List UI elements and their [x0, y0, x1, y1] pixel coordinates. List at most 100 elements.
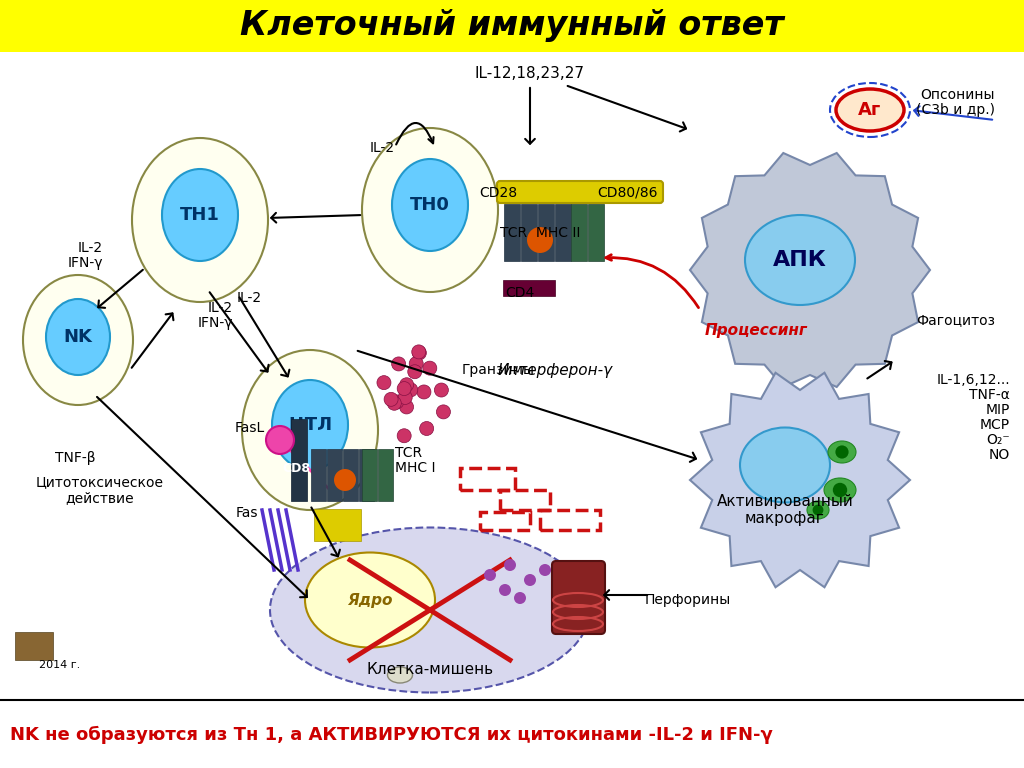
Circle shape	[434, 383, 449, 397]
Text: IL-2: IL-2	[78, 241, 103, 255]
Ellipse shape	[740, 428, 830, 502]
Ellipse shape	[824, 478, 856, 502]
FancyBboxPatch shape	[588, 204, 604, 261]
Ellipse shape	[272, 380, 348, 470]
Text: Перфорины: Перфорины	[645, 593, 731, 607]
Text: Аг: Аг	[858, 101, 882, 119]
Text: Опсонины: Опсонины	[921, 88, 995, 102]
Circle shape	[484, 569, 496, 581]
Text: IL-12,18,23,27: IL-12,18,23,27	[475, 65, 585, 81]
FancyBboxPatch shape	[311, 449, 326, 501]
Text: CD8: CD8	[282, 462, 310, 475]
Circle shape	[397, 429, 412, 442]
Ellipse shape	[305, 552, 435, 647]
Circle shape	[412, 345, 426, 359]
Text: NK не образуются из Тн 1, а АКТИВИРУЮТСЯ их цитокинами -IL-2 и IFN-γ: NK не образуются из Тн 1, а АКТИВИРУЮТСЯ…	[10, 726, 773, 744]
FancyBboxPatch shape	[497, 181, 663, 203]
Text: TCR: TCR	[395, 446, 422, 460]
Circle shape	[384, 392, 398, 406]
Ellipse shape	[362, 128, 498, 292]
FancyBboxPatch shape	[359, 449, 374, 501]
Ellipse shape	[132, 138, 268, 302]
Text: FasL: FasL	[234, 421, 265, 435]
Text: CD4: CD4	[506, 286, 535, 300]
Ellipse shape	[392, 159, 468, 251]
Ellipse shape	[270, 528, 590, 693]
Text: CD80/86: CD80/86	[597, 186, 657, 200]
Ellipse shape	[828, 441, 856, 463]
Text: Интерферон-γ: Интерферон-γ	[498, 362, 612, 378]
Text: Клетка-мишень: Клетка-мишень	[367, 663, 494, 677]
FancyBboxPatch shape	[555, 204, 571, 261]
Text: TН1: TН1	[180, 206, 220, 224]
Circle shape	[398, 390, 413, 405]
Circle shape	[399, 400, 414, 414]
Circle shape	[391, 357, 406, 371]
Text: ЦТЛ: ЦТЛ	[288, 416, 332, 434]
Circle shape	[334, 469, 356, 491]
Text: IFN-γ: IFN-γ	[198, 316, 233, 330]
Circle shape	[813, 505, 823, 515]
Circle shape	[408, 365, 422, 379]
FancyBboxPatch shape	[343, 449, 358, 501]
Circle shape	[836, 445, 849, 458]
Text: TCR  MHC II: TCR MHC II	[500, 226, 581, 240]
Text: IL-1,6,12...: IL-1,6,12...	[936, 373, 1010, 387]
Ellipse shape	[23, 275, 133, 405]
Ellipse shape	[162, 169, 238, 261]
Circle shape	[410, 356, 423, 371]
Text: Процессинг: Процессинг	[705, 323, 808, 337]
Text: IFN-γ: IFN-γ	[68, 256, 103, 270]
Text: NK: NK	[63, 328, 92, 346]
Ellipse shape	[836, 89, 904, 131]
Circle shape	[833, 483, 847, 497]
FancyBboxPatch shape	[503, 280, 555, 296]
Text: Фагоцитоз: Фагоцитоз	[916, 313, 995, 327]
FancyBboxPatch shape	[571, 204, 587, 261]
Text: Клеточный иммунный ответ: Клеточный иммунный ответ	[240, 9, 784, 42]
Text: IL-2: IL-2	[237, 291, 262, 305]
Circle shape	[266, 426, 294, 454]
Text: MHC I: MHC I	[395, 461, 435, 475]
Text: IL-2: IL-2	[370, 141, 395, 155]
Text: Ядро: Ядро	[347, 592, 393, 607]
FancyBboxPatch shape	[327, 449, 342, 501]
Ellipse shape	[745, 215, 855, 305]
Circle shape	[397, 382, 412, 396]
FancyBboxPatch shape	[521, 204, 537, 261]
Circle shape	[539, 564, 551, 576]
FancyBboxPatch shape	[314, 509, 361, 541]
Ellipse shape	[807, 501, 829, 519]
Circle shape	[420, 422, 433, 435]
FancyBboxPatch shape	[362, 449, 377, 501]
Text: CD28: CD28	[479, 186, 517, 200]
Text: Цитотоксическое
действие: Цитотоксическое действие	[36, 475, 164, 505]
Ellipse shape	[242, 350, 378, 510]
FancyBboxPatch shape	[504, 204, 520, 261]
Circle shape	[403, 383, 418, 397]
Bar	[0, 0, 1024, 52]
Circle shape	[423, 361, 437, 375]
FancyBboxPatch shape	[378, 449, 393, 501]
Circle shape	[377, 376, 391, 389]
Circle shape	[417, 385, 431, 399]
Ellipse shape	[46, 299, 110, 375]
Text: O₂⁻: O₂⁻	[986, 433, 1010, 447]
Text: IL-2: IL-2	[208, 301, 233, 315]
Text: Гранзимы: Гранзимы	[462, 363, 535, 377]
Circle shape	[413, 346, 426, 360]
Ellipse shape	[387, 667, 413, 683]
Circle shape	[499, 584, 511, 596]
Polygon shape	[690, 153, 930, 387]
Circle shape	[436, 405, 451, 419]
Circle shape	[390, 395, 403, 409]
Circle shape	[504, 559, 516, 571]
Circle shape	[387, 396, 401, 410]
FancyBboxPatch shape	[552, 561, 605, 634]
Text: TН0: TН0	[410, 196, 450, 214]
Text: 2014 г.: 2014 г.	[39, 660, 81, 670]
Text: TNF-α: TNF-α	[969, 388, 1010, 402]
Circle shape	[399, 378, 414, 392]
Text: TNF-β: TNF-β	[54, 451, 95, 465]
Text: NO: NO	[989, 448, 1010, 462]
